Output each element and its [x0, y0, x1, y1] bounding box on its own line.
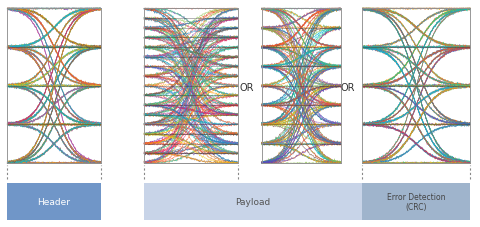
Text: OR: OR	[340, 82, 355, 92]
Bar	[262, 9, 341, 163]
Bar	[7, 9, 101, 163]
Bar	[362, 9, 470, 163]
Text: Header: Header	[37, 197, 71, 206]
Bar	[144, 9, 238, 163]
Bar	[362, 9, 470, 163]
Text: Payload: Payload	[236, 197, 271, 206]
Text: Error Detection
(CRC): Error Detection (CRC)	[387, 192, 445, 211]
Text: OR: OR	[240, 82, 254, 92]
Bar	[144, 183, 362, 220]
Bar	[7, 183, 101, 220]
Bar	[362, 183, 470, 220]
Bar	[7, 9, 101, 163]
Bar	[144, 9, 238, 163]
Bar	[262, 9, 341, 163]
